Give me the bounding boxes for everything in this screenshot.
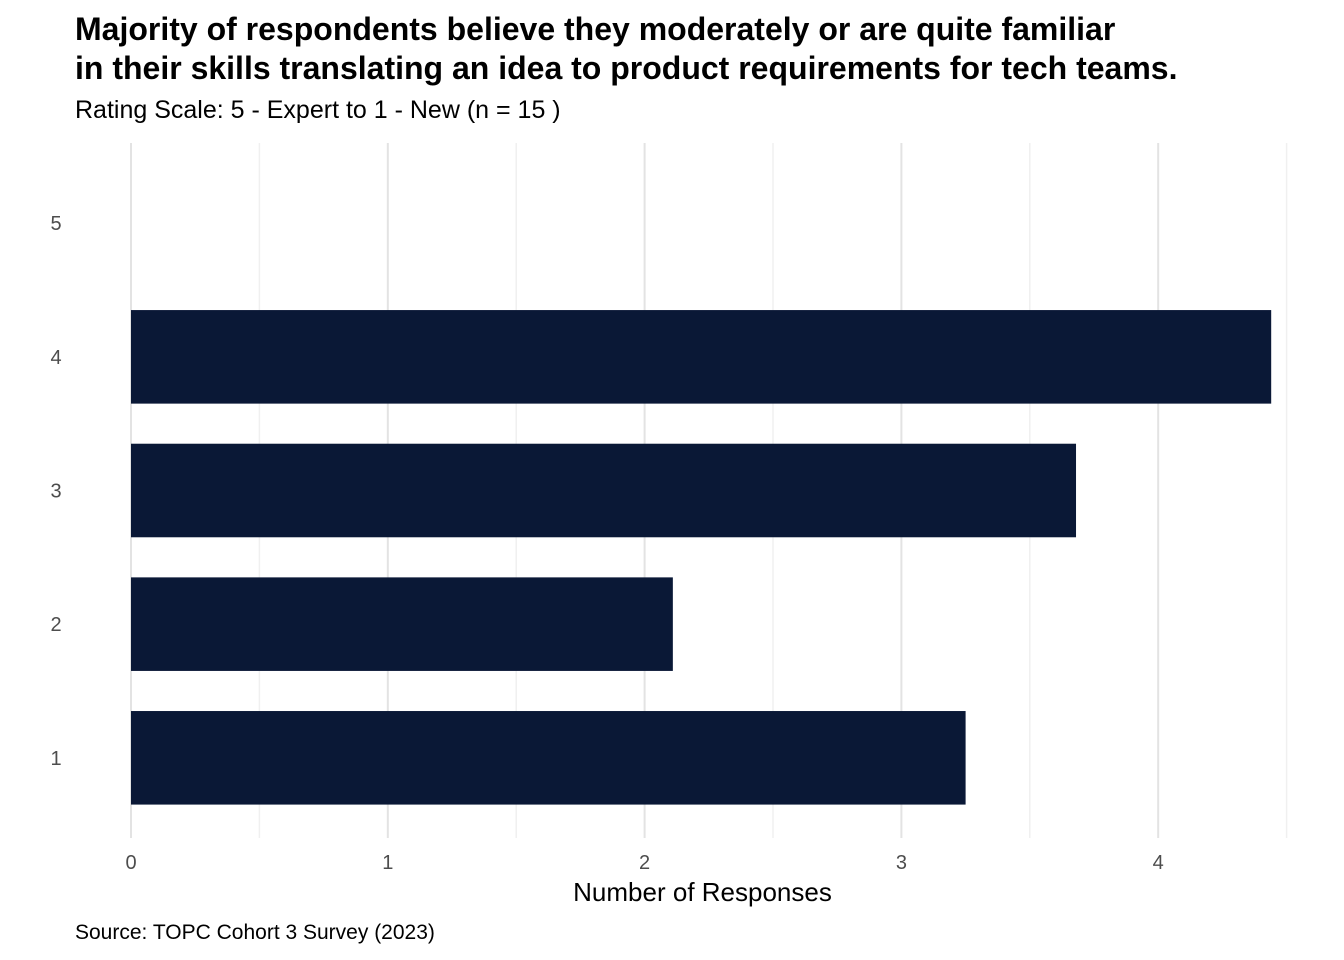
x-axis-label: Number of Responses xyxy=(573,877,832,907)
bar-rating-4 xyxy=(131,310,1272,404)
x-tick-label: 3 xyxy=(896,852,907,874)
chart-subtitle: Rating Scale: 5 - Expert to 1 - New (n =… xyxy=(75,96,561,124)
bar-rating-1 xyxy=(131,711,966,805)
bars xyxy=(131,310,1272,805)
y-tick-labels: 1 2 3 4 5 xyxy=(50,213,61,770)
y-tick-label: 2 xyxy=(50,614,61,636)
bar-rating-2 xyxy=(131,577,673,671)
x-tick-labels: 0 1 2 3 4 xyxy=(125,852,1163,874)
x-tick-label: 4 xyxy=(1153,852,1164,874)
y-tick-label: 5 xyxy=(50,213,61,235)
bar-rating-3 xyxy=(131,443,1077,538)
y-tick-label: 3 xyxy=(50,481,61,503)
chart-caption: Source: TOPC Cohort 3 Survey (2023) xyxy=(75,921,435,944)
x-tick-label: 0 xyxy=(125,852,136,874)
y-tick-label: 1 xyxy=(50,748,61,770)
chart-title: Majority of respondents believe they mod… xyxy=(75,11,1178,86)
y-tick-label: 4 xyxy=(50,347,61,369)
x-tick-label: 1 xyxy=(382,852,393,874)
x-tick-label: 2 xyxy=(639,852,650,874)
